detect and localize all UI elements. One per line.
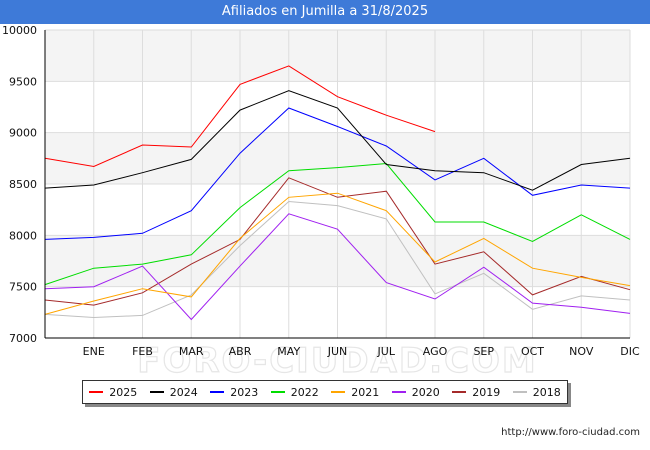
- legend-item-2018: 2018: [512, 385, 561, 399]
- legend-label: 2023: [230, 385, 259, 399]
- legend-swatch: [391, 391, 406, 393]
- legend-swatch: [270, 391, 285, 393]
- x-tick-label: SEP: [473, 345, 494, 358]
- x-tick-label: FEB: [132, 345, 153, 358]
- legend: 2025 2024 2023 2022 2021 2020 2019 2018: [82, 380, 568, 404]
- legend-label: 2020: [411, 385, 440, 399]
- x-tick-label: MAR: [179, 345, 204, 358]
- watermark-text: FORO-CIUDAD.COM: [137, 341, 538, 381]
- legend-label: 2025: [109, 385, 138, 399]
- legend-swatch: [331, 391, 346, 393]
- chart-title: Afiliados en Jumilla a 31/8/2025: [0, 0, 650, 24]
- legend-swatch: [89, 391, 104, 393]
- legend-item-2019: 2019: [452, 386, 500, 399]
- x-tick-label: JUN: [327, 345, 348, 358]
- y-tick-label: 9000: [9, 127, 37, 140]
- x-tick-label: ENE: [83, 345, 105, 358]
- legend-label: 2022: [290, 385, 319, 399]
- legend-swatch: [512, 391, 527, 393]
- x-axis-tick-labels: ENE FEB MAR ABR MAY JUN JUL AGO SEP OCT NOV DIC: [83, 345, 640, 358]
- series-lines: [44, 65, 631, 321]
- legend-label: 2019: [472, 385, 501, 399]
- y-tick-label: 7500: [9, 281, 37, 294]
- x-tick-label: OCT: [521, 345, 544, 358]
- legend-item-2022: 2022: [270, 385, 319, 399]
- legend-item-2021: 2021: [331, 386, 379, 399]
- legend-item-2020: 2020: [391, 385, 440, 399]
- legend-item-2024: 2024: [149, 385, 198, 399]
- series-line-2025: [44, 65, 436, 168]
- legend-item-2023: 2023: [210, 386, 258, 399]
- y-axis-tick-labels: 7000 7500 8000 8500 9000 9500 10000: [2, 24, 37, 345]
- legend-label: 2024: [169, 385, 198, 399]
- x-tick-label: JUL: [377, 345, 396, 358]
- y-tick-label: 8500: [9, 178, 37, 191]
- legend-label: 2021: [351, 385, 380, 399]
- legend-swatch: [149, 391, 164, 393]
- series-line-2021: [44, 192, 631, 315]
- y-tick-label: 8000: [9, 229, 37, 242]
- x-tick-label: AGO: [423, 345, 448, 358]
- x-tick-label: DIC: [620, 345, 640, 358]
- series-line-2018: [44, 200, 631, 319]
- source-url: http://www.foro-ciudad.com: [501, 427, 640, 438]
- series-line-2020: [44, 213, 631, 321]
- series-line-2019: [44, 177, 631, 306]
- legend-label: 2018: [532, 385, 561, 399]
- y-tick-label: 10000: [2, 24, 37, 37]
- legend-item-2025: 2025: [89, 386, 137, 399]
- axes: [44, 30, 630, 339]
- x-tick-label: NOV: [569, 345, 594, 358]
- legend-swatch: [452, 391, 467, 393]
- x-tick-label: ABR: [229, 345, 252, 358]
- x-tick-label: MAY: [277, 345, 300, 358]
- series-line-2022: [44, 162, 631, 286]
- legend-swatch: [210, 391, 225, 393]
- series-line-2024: [44, 90, 631, 191]
- series-line-2023: [44, 107, 631, 240]
- y-tick-label: 9500: [9, 75, 37, 88]
- watermark: FORO-CIUDAD.COM: [137, 340, 538, 381]
- y-tick-label: 7000: [9, 332, 37, 345]
